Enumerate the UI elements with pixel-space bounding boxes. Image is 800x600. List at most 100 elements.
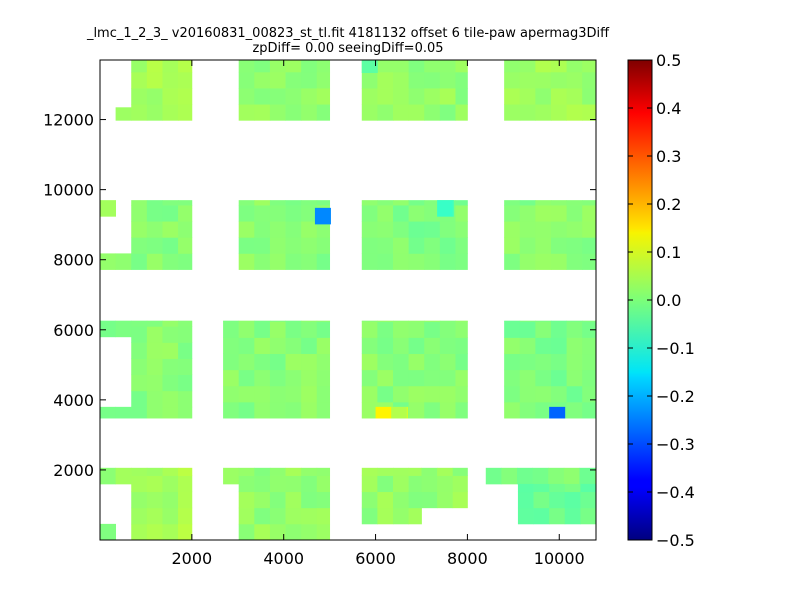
heatmap-cell	[316, 401, 331, 419]
heatmap-cell	[178, 88, 193, 105]
heatmap-cell	[316, 237, 331, 254]
heatmap-cell	[566, 237, 583, 254]
colorbar-tick-label: 0.0	[656, 291, 681, 310]
heatmap-cell	[424, 401, 441, 419]
heatmap-cell	[504, 337, 521, 355]
heatmap-cell	[100, 200, 117, 217]
heatmap-cell	[519, 337, 536, 355]
heatmap-cell	[408, 321, 425, 338]
heatmap-cell	[301, 237, 318, 254]
heatmap-cell	[146, 60, 163, 73]
heatmap-cell	[285, 71, 302, 89]
heatmap-cell	[550, 253, 567, 270]
heatmap-cell	[269, 88, 286, 105]
heatmap-cell	[582, 337, 596, 355]
heatmap-cell	[131, 253, 148, 270]
heatmap-block-9	[517, 483, 596, 525]
heatmap-cell	[254, 253, 271, 270]
heatmap-cell	[566, 321, 583, 338]
heatmap-cell	[254, 200, 271, 206]
axis-ticks: 2000 4000 6000 8000 10000 2000 4000 6000 8000 100…	[43, 60, 596, 568]
heatmap-cell	[238, 353, 255, 371]
heatmap-cell	[535, 321, 552, 338]
heatmap-block-2	[146, 467, 193, 540]
heatmap-cell	[316, 321, 331, 338]
heatmap-cell	[424, 337, 441, 355]
heatmap-cell	[582, 321, 596, 338]
heatmap-cell	[269, 507, 286, 525]
heatmap-cell	[115, 406, 132, 419]
heatmap-cell	[550, 353, 567, 371]
heatmap-cell	[285, 523, 302, 540]
heatmap-cell	[131, 221, 148, 238]
heatmap-cell	[439, 320, 456, 322]
x-tick-label: 4000	[263, 549, 304, 568]
heatmap-cell	[421, 491, 438, 509]
heatmap-block-23	[314, 207, 331, 225]
heatmap-block-13	[223, 320, 331, 419]
heatmap-cell	[519, 237, 536, 254]
heatmap-cell	[316, 353, 331, 371]
heatmap-cell	[579, 467, 596, 485]
heatmap-cell	[408, 88, 425, 105]
heatmap-cell	[178, 507, 193, 525]
heatmap-cell	[535, 253, 552, 270]
heatmap-cell	[146, 358, 163, 376]
heatmap-cell	[316, 507, 331, 525]
heatmap-cell	[455, 337, 468, 355]
heatmap-cell	[424, 253, 441, 270]
heatmap-cell	[269, 475, 286, 493]
heatmap-cell	[115, 320, 132, 338]
heatmap-cell	[393, 353, 410, 371]
heatmap-cell	[437, 200, 454, 217]
heatmap-cell	[377, 320, 394, 322]
heatmap-cell	[146, 390, 163, 408]
heatmap-cell	[285, 475, 302, 493]
heatmap-cell	[162, 237, 179, 254]
heatmap-cell	[439, 237, 456, 254]
heatmap-cell	[269, 467, 286, 476]
heatmap-cell	[408, 337, 425, 355]
heatmap-cell	[566, 320, 583, 322]
heatmap-cell	[424, 60, 441, 73]
heatmap-cell	[408, 253, 425, 270]
heatmap-cell	[408, 353, 425, 371]
heatmap-cell	[564, 491, 581, 509]
heatmap-cell	[455, 320, 468, 322]
heatmap-cell	[238, 369, 255, 387]
heatmap-cell	[238, 253, 255, 270]
heatmap-cell	[519, 401, 536, 419]
heatmap-cell	[162, 342, 179, 359]
heatmap-cell	[162, 523, 179, 540]
heatmap-cell	[393, 369, 410, 387]
heatmap-cell	[439, 353, 456, 371]
heatmap-cell	[408, 475, 422, 493]
heatmap-cell	[254, 221, 271, 238]
heatmap-block-28	[131, 60, 193, 121]
heatmap-cell	[566, 401, 583, 419]
heatmap-cell	[269, 353, 286, 371]
heatmap-cell	[424, 200, 441, 206]
heatmap-cell	[254, 205, 271, 222]
heatmap-cell	[316, 385, 331, 403]
heatmap-cell	[361, 385, 378, 403]
heatmap-cell	[393, 491, 410, 509]
heatmap-cell	[564, 507, 581, 525]
heatmap-cell	[535, 200, 552, 206]
heatmap-cell	[178, 523, 193, 540]
heatmap-cell	[393, 71, 410, 89]
heatmap-cell	[146, 71, 163, 89]
heatmap-cell	[582, 369, 596, 387]
heatmap-cell	[519, 71, 536, 89]
heatmap-cell	[377, 88, 394, 105]
heatmap-cell	[285, 401, 302, 419]
heatmap-cell	[131, 320, 148, 327]
heatmap-cell	[550, 88, 567, 105]
heatmap-cell	[238, 491, 255, 509]
heatmap-cell	[269, 320, 286, 322]
heatmap-block-21	[100, 200, 117, 217]
heatmap-cell	[316, 71, 331, 89]
heatmap-cell	[269, 385, 286, 403]
colorbar-tick-label: 0.2	[656, 195, 681, 214]
heatmap-cell	[361, 320, 378, 322]
